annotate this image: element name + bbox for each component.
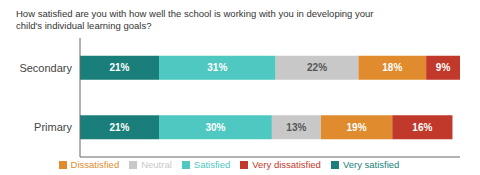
svg-text:16%: 16%: [412, 122, 432, 133]
html-text:child's individual learning go: child's individual learning goals?: [16, 20, 152, 31]
html-text:Very satisfied: Very satisfied: [342, 159, 400, 170]
svg-text:21%: 21%: [109, 122, 129, 133]
html-text:Very dissatisfied: Very dissatisfied: [252, 159, 321, 170]
svg-text:30%: 30%: [205, 122, 225, 133]
html-text:Satisfied: Satisfied: [193, 159, 231, 170]
svg-text:31%: 31%: [207, 62, 227, 73]
html-text:Dissatisfied: Dissatisfied: [70, 159, 120, 170]
svg-text:22%: 22%: [307, 62, 327, 73]
svg-text:21%: 21%: [109, 62, 129, 73]
html-text:How satisfied are you with how: How satisfied are you with how well the …: [16, 8, 374, 19]
svg-text:Primary: Primary: [34, 121, 72, 133]
svg-text:9%: 9%: [436, 62, 451, 73]
svg-text:Secondary: Secondary: [19, 62, 72, 74]
svg-text:13%: 13%: [286, 122, 306, 133]
html-text:Neutral: Neutral: [141, 159, 172, 170]
svg-text:19%: 19%: [347, 122, 367, 133]
svg-text:18%: 18%: [382, 62, 402, 73]
